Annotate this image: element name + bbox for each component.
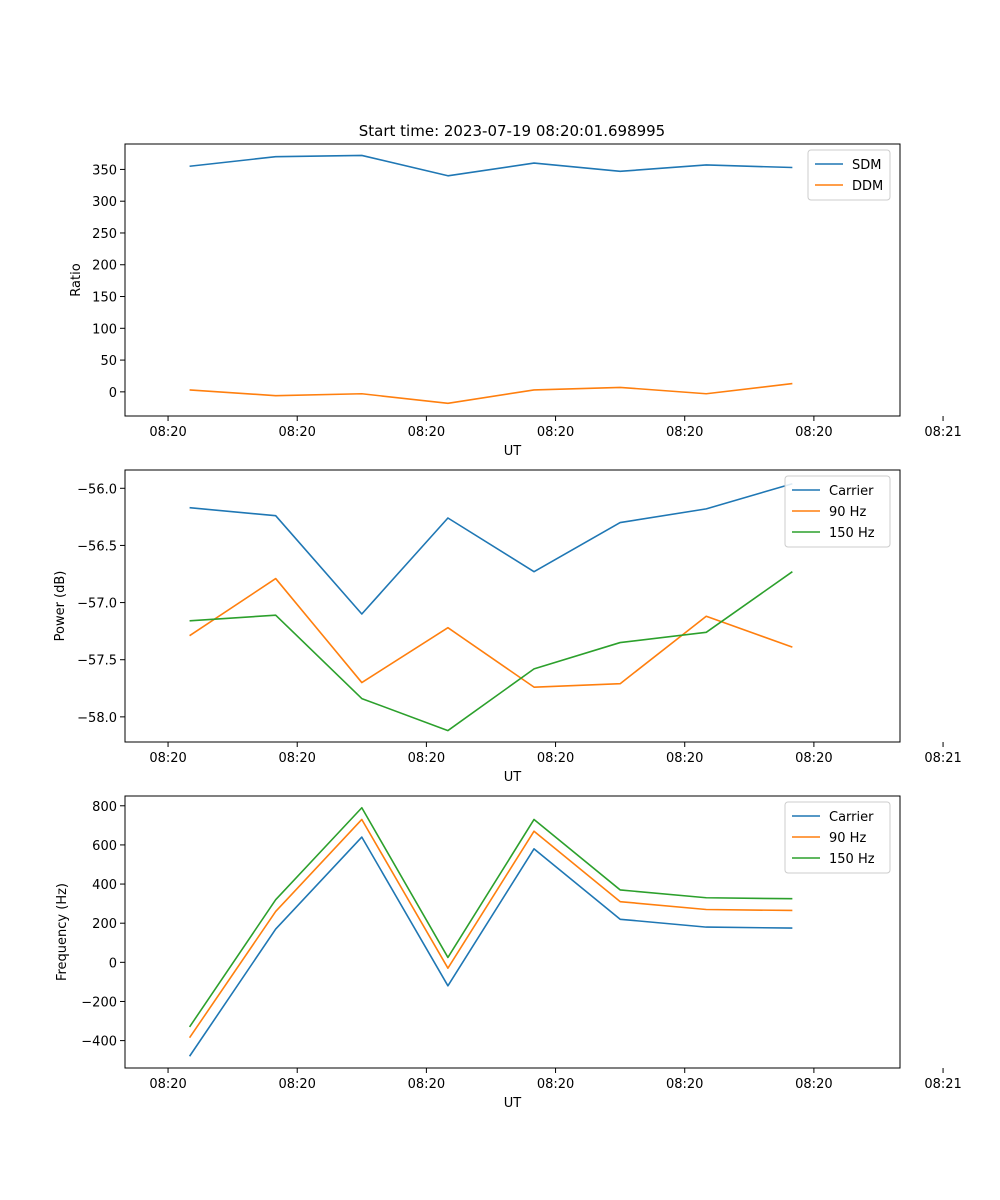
x-tick-label: 08:20 [537,1077,574,1092]
x-tick-label: 08:21 [924,1077,961,1092]
y-tick-label: 200 [92,259,117,274]
figure-title: Start time: 2023-07-19 08:20:01.698995 [359,122,665,140]
x-tick-label: 08:20 [149,751,186,766]
legend-label: DDM [852,179,883,194]
chart-panel-3: 08:20 08:20 08:20 08:20 08:20 08:20 08:21 −400 −… [55,795,962,1111]
y-tick-label: 100 [92,322,117,337]
series-line-150-hz [189,571,793,732]
x-tick-label: 08:20 [795,1077,832,1092]
legend-label: 150 Hz [829,852,875,867]
y-tick-label: −400 [81,1035,117,1050]
series-line-150-hz [188,806,793,1028]
legend-label: 90 Hz [829,831,866,846]
series-line-sdm [189,154,793,177]
legend-label: SDM [852,158,881,173]
series-line-carrier [189,482,793,615]
x-tick-label: 08:20 [666,425,703,440]
x-axis-label: UT [504,1096,522,1111]
y-tick-label: 150 [92,291,117,306]
x-tick-label: 08:21 [924,425,961,440]
chart-panel-1: 08:20 08:20 08:20 08:20 08:20 08:20 08:21 0 50 10… [69,143,962,459]
x-tick-label: 08:20 [149,1077,186,1092]
y-tick-label: 250 [92,227,117,242]
series-line-ddm [189,382,793,405]
x-tick-label: 08:20 [666,1077,703,1092]
legend-box [784,801,891,874]
y-tick-label: 0 [109,386,117,401]
y-tick-label: −57.0 [77,597,117,612]
y-tick-label: −200 [81,995,117,1010]
y-tick-label: 400 [92,878,117,893]
legend-box [784,475,891,548]
series-line-carrier [188,836,793,1057]
y-tick-label: 200 [92,917,117,932]
x-tick-label: 08:20 [278,425,315,440]
x-tick-label: 08:20 [278,751,315,766]
x-tick-label: 08:20 [666,751,703,766]
x-axis-label: UT [504,444,522,459]
chart-panel-2: 08:20 08:20 08:20 08:20 08:20 08:20 08:21 −58.0… [53,469,962,785]
axes-frame [124,469,901,743]
y-tick-label: −58.0 [77,711,117,726]
x-tick-label: 08:21 [924,751,961,766]
x-tick-label: 08:20 [278,1077,315,1092]
axes-frame [124,795,901,1069]
x-tick-label: 08:20 [537,425,574,440]
legend: Carrier 90 Hz 150 Hz [784,475,891,548]
x-tick-label: 08:20 [408,425,445,440]
plot-panels: 08:20 08:20 08:20 08:20 08:20 08:20 08:21 0 50 10… [53,143,962,1111]
x-tick-label: 08:20 [537,751,574,766]
y-tick-label: 600 [92,839,117,854]
y-axis-label: Ratio [69,263,84,296]
legend: Carrier 90 Hz 150 Hz [784,801,891,874]
x-tick-label: 08:20 [795,751,832,766]
x-axis-label: UT [504,770,522,785]
y-tick-label: −56.0 [77,482,117,497]
legend: SDM DDM [807,149,891,201]
legend-label: 150 Hz [829,526,875,541]
legend-label: Carrier [829,484,874,499]
series-line-90-hz [188,818,793,1039]
y-axis-label: Frequency (Hz) [55,883,70,981]
series-line-90-hz [189,577,793,688]
x-tick-label: 08:20 [408,1077,445,1092]
y-tick-label: −57.5 [77,654,117,669]
axes-frame [124,143,901,417]
x-tick-label: 08:20 [149,425,186,440]
y-tick-label: 350 [92,163,117,178]
legend-box [807,149,891,201]
y-tick-label: 300 [92,195,117,210]
y-tick-label: 50 [100,354,117,369]
y-tick-label: 0 [109,956,117,971]
legend-label: 90 Hz [829,505,866,520]
legend-label: Carrier [829,810,874,825]
y-axis-label: Power (dB) [53,571,68,642]
x-tick-label: 08:20 [795,425,832,440]
x-tick-label: 08:20 [408,751,445,766]
y-tick-label: −56.5 [77,539,117,554]
y-tick-label: 800 [92,800,117,815]
